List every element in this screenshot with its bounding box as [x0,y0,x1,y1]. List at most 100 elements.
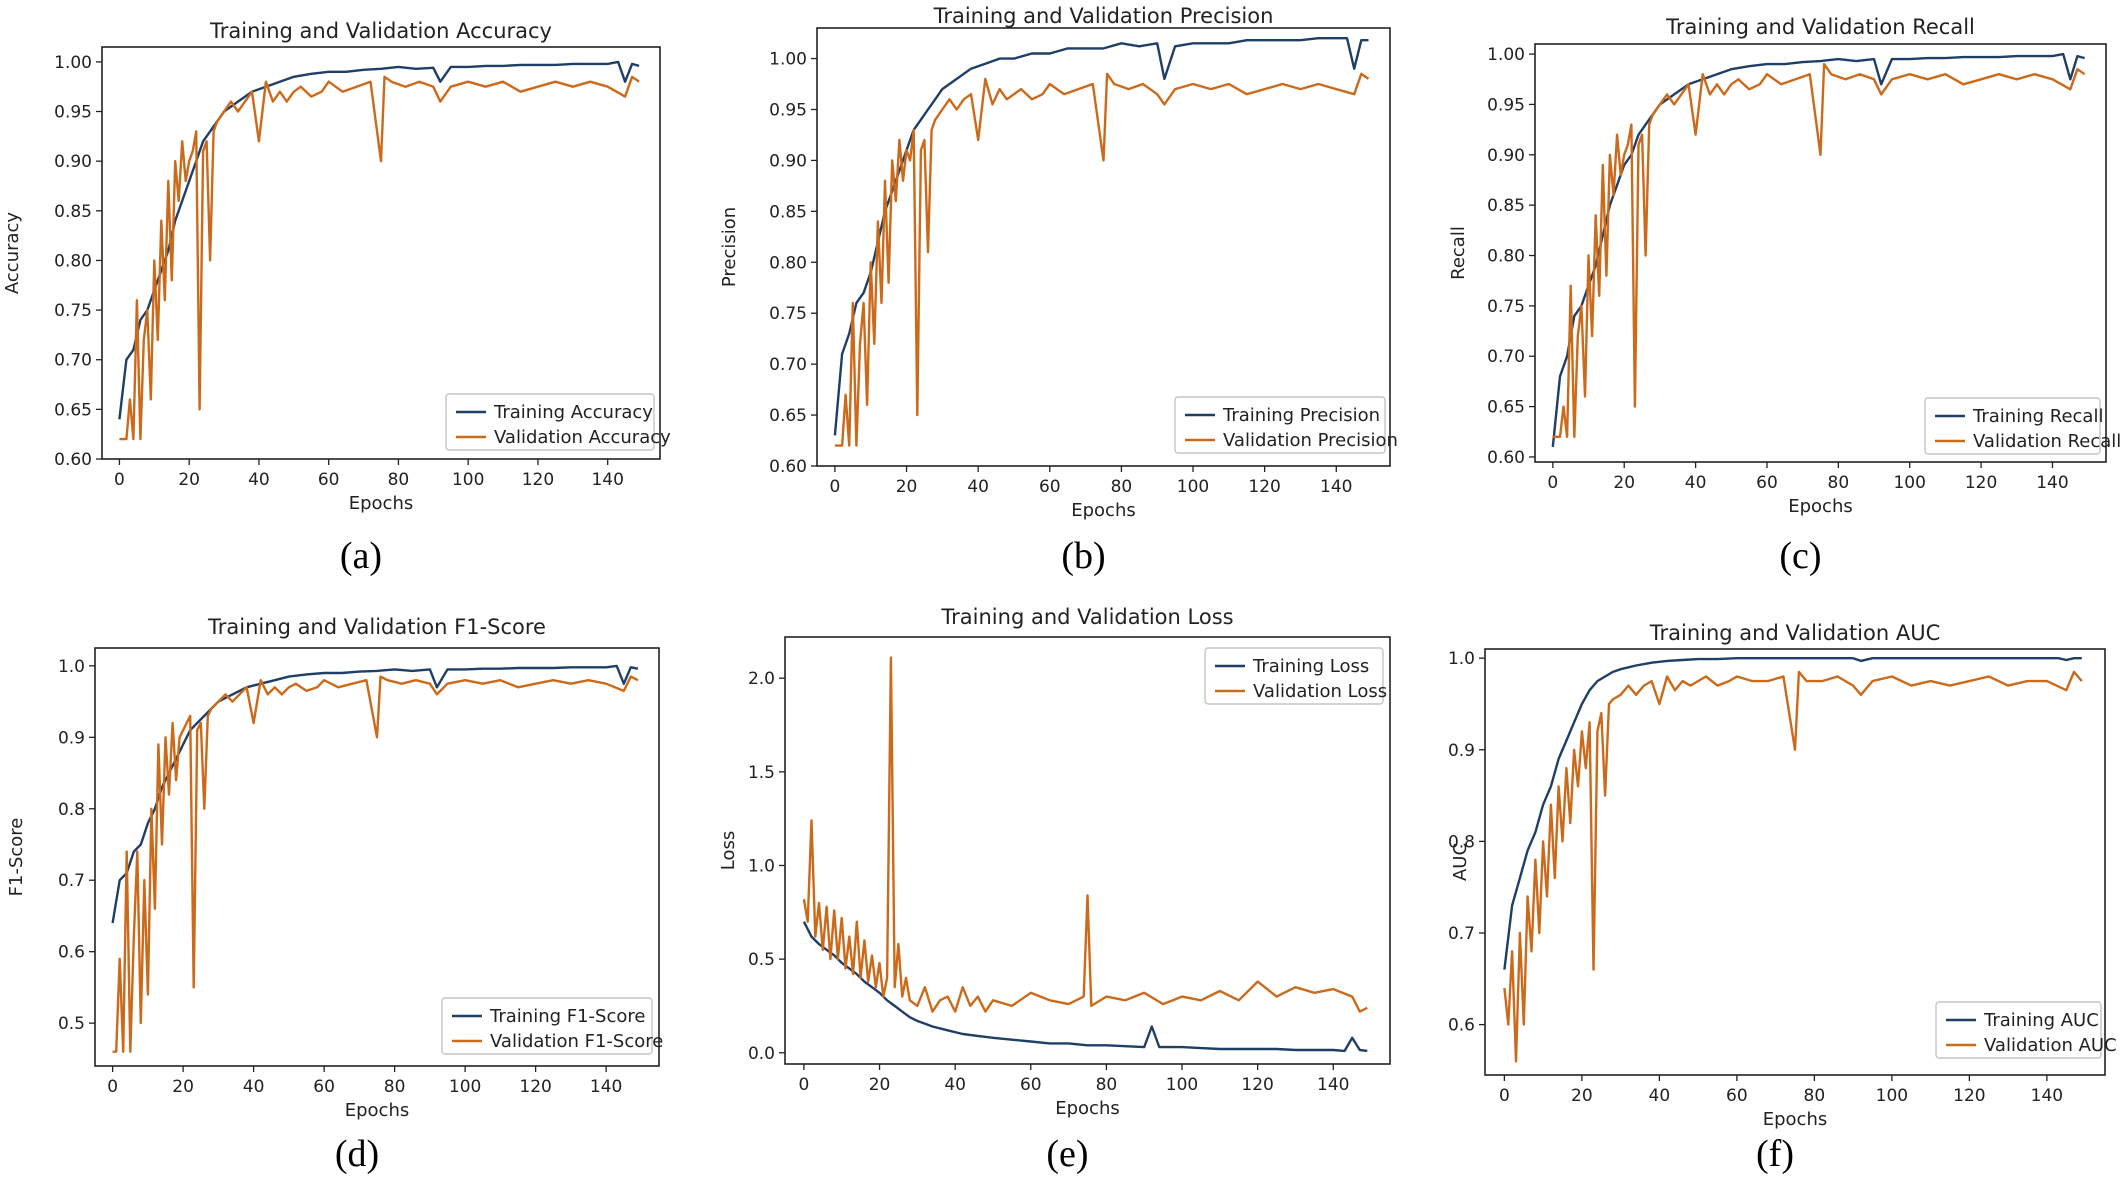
legend: Training Loss Validation Loss [1204,647,1387,705]
y-tick-label: 0.80 [54,251,92,271]
x-tick-label: 80 [1096,1075,1118,1095]
series-line-validation [112,675,639,1053]
plot-frame [94,647,660,1067]
legend-entry: Validation Loss [1253,681,1387,702]
chart-panel: Training and Validation Loss 0 20 40 60 80 100… [718,605,1391,1175]
chart-panel: Training and Validation Accuracy 0 20 40 60 8… [2,19,671,577]
legend-entry: Validation Precision [1223,430,1398,451]
chart-title: Training and Validation Loss [940,605,1233,629]
x-tick-label: 40 [1685,473,1707,493]
y-tick-label: 0.8 [58,800,85,820]
y-tick-label: 1.0 [748,856,775,876]
legend: Training Precision Validation Precision [1174,396,1398,454]
panel-label: (a) [340,535,382,577]
x-tick-label: 40 [248,470,270,490]
x-tick-label: 20 [896,477,918,497]
x-tick-label: 60 [313,1077,335,1097]
x-tick-label: 80 [1111,477,1133,497]
y-axis-label: Loss [718,831,739,870]
legend-entry: Training AUC [1983,1010,2099,1031]
x-tick-label: 0 [798,1075,809,1095]
x-axis-label: Epochs [345,1100,410,1121]
x-tick-label: 100 [1177,477,1209,497]
plot-frame [1534,43,2107,463]
y-tick-label: 0.60 [1487,448,1525,468]
x-tick-label: 80 [1804,1086,1826,1106]
y-tick-label: 0.5 [748,950,775,970]
x-tick-label: 100 [449,1077,481,1097]
legend: Training Accuracy Validation Accuracy [445,393,671,451]
legend-entry: Validation F1-Score [490,1031,663,1052]
panel-label: (e) [1046,1133,1088,1175]
x-tick-label: 40 [944,1075,966,1095]
y-tick-label: 0.85 [1487,196,1525,216]
y-tick-label: 0.65 [54,400,92,420]
y-tick-label: 0.8 [1448,832,1475,852]
x-tick-label: 80 [384,1077,406,1097]
x-axis-label: Epochs [1788,496,1853,517]
y-tick-label: 0.95 [769,100,807,120]
series-line-training [802,921,1368,1053]
legend-entry: Validation Recall [1973,431,2121,452]
legend: Training Recall Validation Recall [1924,397,2121,455]
legend: Training AUC Validation AUC [1935,1001,2117,1059]
x-tick-label: 140 [2036,473,2068,493]
y-tick-label: 0.9 [58,728,85,748]
legend-box [1174,396,1386,454]
x-tick-label: 120 [1241,1075,1273,1095]
y-tick-label: 0.60 [54,450,92,470]
x-tick-label: 140 [1317,1075,1349,1095]
y-tick-label: 0.65 [769,406,807,426]
y-tick-label: 0.85 [54,202,92,222]
y-tick-label: 0.90 [54,152,92,172]
y-tick-label: 0.75 [54,301,92,321]
x-tick-label: 0 [114,470,125,490]
x-tick-label: 80 [1828,473,1850,493]
x-tick-label: 60 [1756,473,1778,493]
chart-title: Training and Validation Accuracy [209,19,552,43]
y-tick-label: 0.90 [769,151,807,171]
x-tick-label: 120 [1248,477,1280,497]
legend-entry: Training Loss [1252,656,1369,677]
y-tick-label: 0.7 [1448,924,1475,944]
x-tick-label: 60 [1020,1075,1042,1095]
x-axis-label: Epochs [349,493,414,514]
y-tick-label: 0.0 [748,1044,775,1064]
x-tick-label: 120 [1953,1086,1985,1106]
y-tick-label: 0.65 [1487,398,1525,418]
x-tick-label: 100 [452,470,484,490]
chart-title: Training and Validation Recall [1665,15,1975,39]
series-line-validation [1552,62,2086,438]
y-tick-label: 0.7 [58,871,85,891]
x-tick-label: 0 [1547,473,1558,493]
x-tick-label: 140 [590,1077,622,1097]
y-tick-label: 0.60 [769,457,807,477]
legend: Training F1-Score Validation F1-Score [441,997,663,1055]
x-axis-label: Epochs [1071,500,1136,521]
x-tick-label: 120 [1965,473,1997,493]
x-tick-label: 140 [591,470,623,490]
y-tick-label: 1.5 [748,763,775,783]
y-tick-label: 0.75 [1487,297,1525,317]
series-line-validation [834,72,1370,447]
legend-entry: Training Accuracy [493,402,653,423]
panel-label: (b) [1061,535,1105,577]
x-tick-label: 20 [1613,473,1635,493]
y-axis-label: F1-Score [6,818,27,897]
series-line-validation [119,75,640,441]
y-tick-label: 0.90 [1487,146,1525,166]
y-tick-label: 1.0 [1448,649,1475,669]
x-tick-label: 20 [172,1077,194,1097]
x-tick-label: 40 [1649,1086,1671,1106]
plot-frame [1484,648,2106,1076]
chart-panel: Training and Validation F1-Score 0 20 40 60 8… [6,615,663,1175]
y-tick-label: 2.0 [748,669,775,689]
legend-box [441,997,653,1055]
x-tick-label: 100 [1166,1075,1198,1095]
x-tick-label: 40 [967,477,989,497]
x-tick-label: 140 [1320,477,1352,497]
chart-title: Training and Validation AUC [1649,621,1941,645]
plot-frame [101,46,661,460]
y-tick-label: 0.80 [769,253,807,273]
